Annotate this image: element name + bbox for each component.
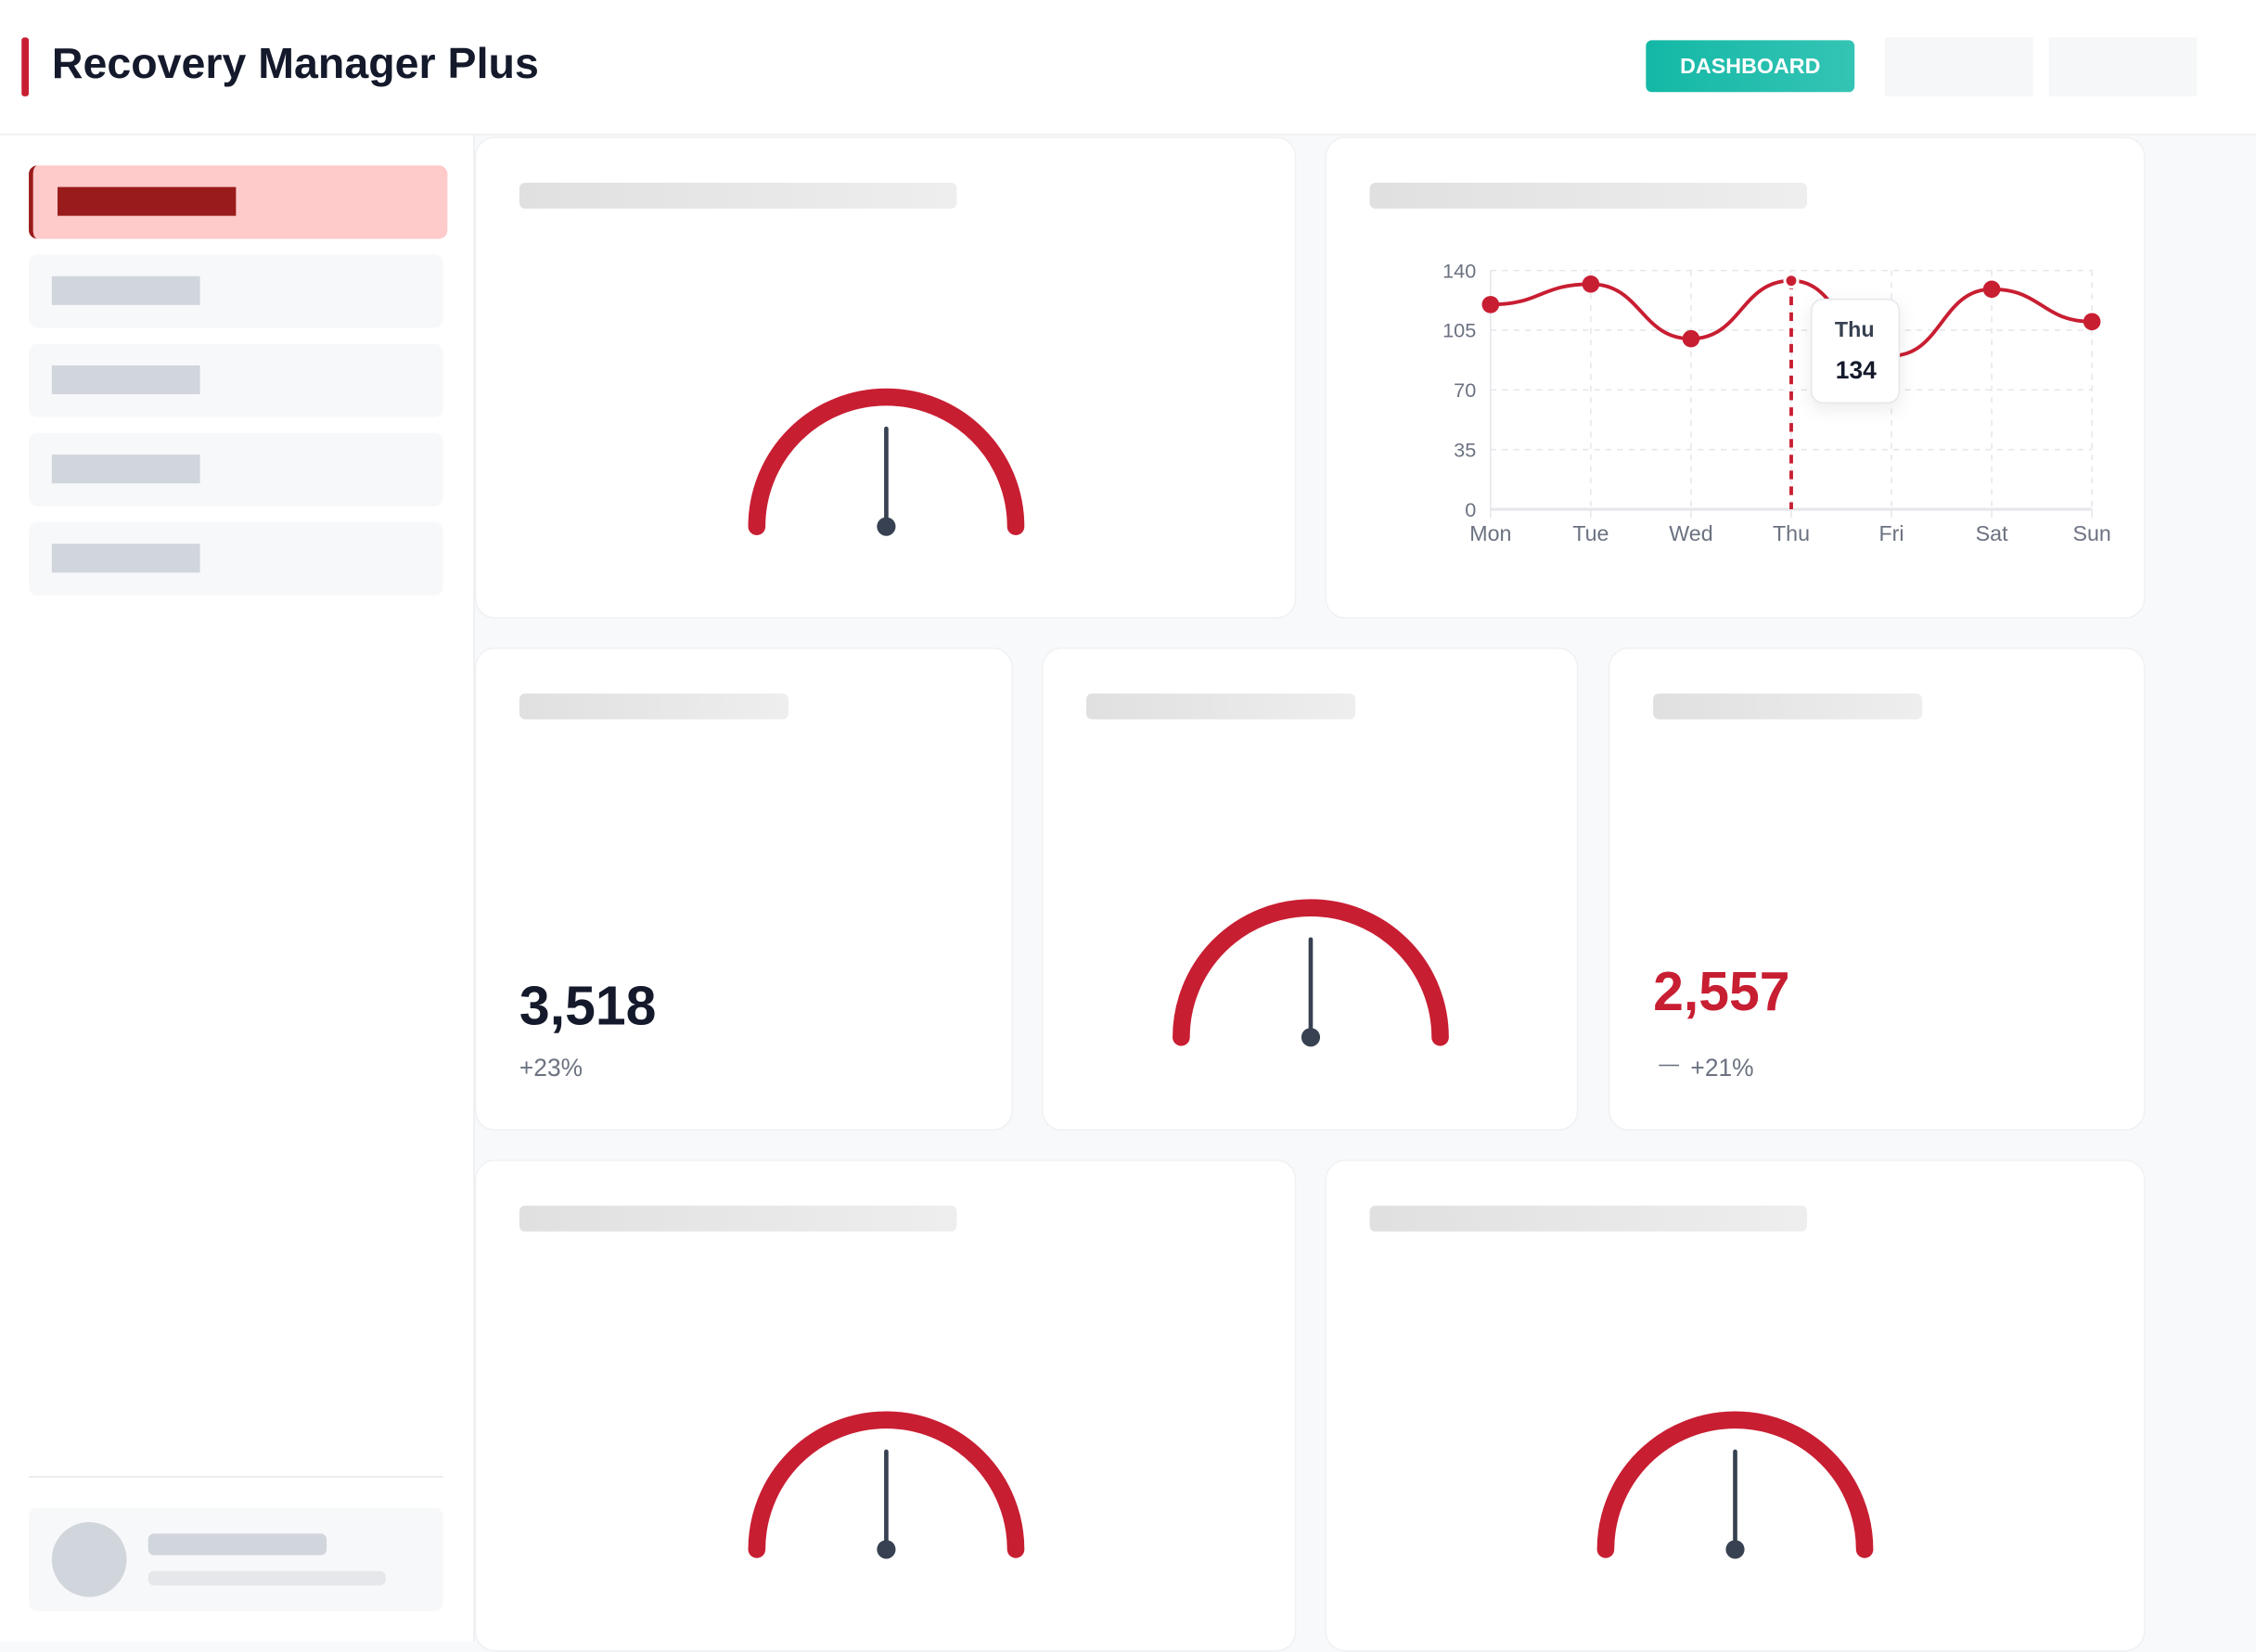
stat-value: 2,557 [1653,962,1790,1023]
sidebar [0,134,475,1642]
y-tick-label: 70 [1454,378,1476,402]
sidebar-item-label-placeholder [51,544,200,573]
x-tick-label: Wed [1669,521,1712,545]
stat-delta-row: +21% [1653,1054,1754,1083]
card-title-placeholder [519,1205,957,1232]
sidebar-item[interactable] [29,254,443,328]
x-tick-label: Fri [1878,521,1904,545]
line-chart-card: 0 35 70 105 140 Mon Tue Wed Thu Fri Sat Sun Thu 134 [1325,136,2146,619]
user-name-placeholder [147,1533,327,1556]
x-tick-label: Sat [1976,521,2008,545]
y-tick-label: 140 [1442,259,1476,282]
stat-card: 2,557 +21% [1609,647,2146,1132]
dashboard-button[interactable]: DASHBOARD [1646,40,1855,93]
tooltip: Thu 134 [1810,298,1901,404]
card-title-placeholder [1369,182,1808,209]
gauge [1172,899,1449,1047]
user-role-placeholder [147,1570,386,1586]
sidebar-item-label-placeholder [51,275,200,305]
gauge-arc [747,388,1024,535]
gauge-needle-pivot [876,1540,895,1559]
sidebar-item-label-placeholder [51,455,200,484]
app-title: Recovery Manager Plus [51,40,539,88]
gauge-needle-pivot [1301,1028,1320,1047]
x-tick-label: Sun [2072,521,2110,545]
card-title-placeholder [519,182,957,209]
data-point [1481,296,1500,314]
gauge-needle-pivot [1725,1540,1745,1559]
x-tick-label: Thu [1773,521,1810,545]
header-placeholder-button[interactable] [1884,37,2033,96]
line-chart: 0 35 70 105 140 Mon Tue Wed Thu Fri Sat Sun Thu 134 [1442,259,2111,545]
data-point [1582,275,1600,293]
header: Recovery Manager Plus DASHBOARD [0,0,2256,135]
gauge-card [1325,1159,2146,1652]
card-title-placeholder [1653,693,1923,720]
header-placeholder-button[interactable] [2048,37,2198,96]
y-tick-label: 0 [1465,498,1476,521]
tooltip-label: Thu [1835,317,1875,341]
data-point [1982,280,2001,299]
sidebar-divider [29,1476,443,1478]
stat-value: 3,518 [519,977,657,1038]
sidebar-item[interactable] [29,432,443,506]
gauge [747,388,1024,536]
tooltip-box [1810,298,1901,404]
card-title-placeholder [519,693,788,720]
gauge-card [1041,647,1579,1132]
gauge-arc [1596,1411,1874,1558]
minus-icon [1659,1064,1680,1067]
x-tick-label: Tue [1572,521,1609,545]
gauge-arc [1172,899,1449,1046]
title-accent-bar [21,37,30,96]
stat-delta: +23% [519,1054,583,1082]
gauge [747,1411,1024,1559]
gauge-card [474,136,1297,619]
stat-card: 3,518 +23% [474,647,1013,1132]
sidebar-item[interactable] [29,343,443,417]
y-tick-label: 35 [1454,438,1476,461]
card-title-placeholder [1086,693,1356,720]
data-point [1783,273,1800,289]
x-tick-label: Mon [1469,521,1511,545]
tooltip-value: 134 [1836,356,1877,384]
data-point [2083,313,2101,331]
gauge-arc [747,1411,1024,1558]
sidebar-item-label-placeholder [51,365,200,394]
data-point [1682,329,1700,348]
gauge-card [474,1159,1297,1652]
stat-delta: +21% [1690,1054,1754,1082]
sidebar-item-label-placeholder [58,186,237,216]
y-tick-label: 105 [1442,319,1476,342]
gauge-needle-pivot [876,517,895,536]
user-profile[interactable] [29,1507,443,1612]
avatar [51,1521,127,1597]
sidebar-item[interactable] [29,522,443,596]
gauge [1596,1411,1874,1559]
card-title-placeholder [1369,1205,1808,1232]
sidebar-item-active[interactable] [29,165,448,239]
